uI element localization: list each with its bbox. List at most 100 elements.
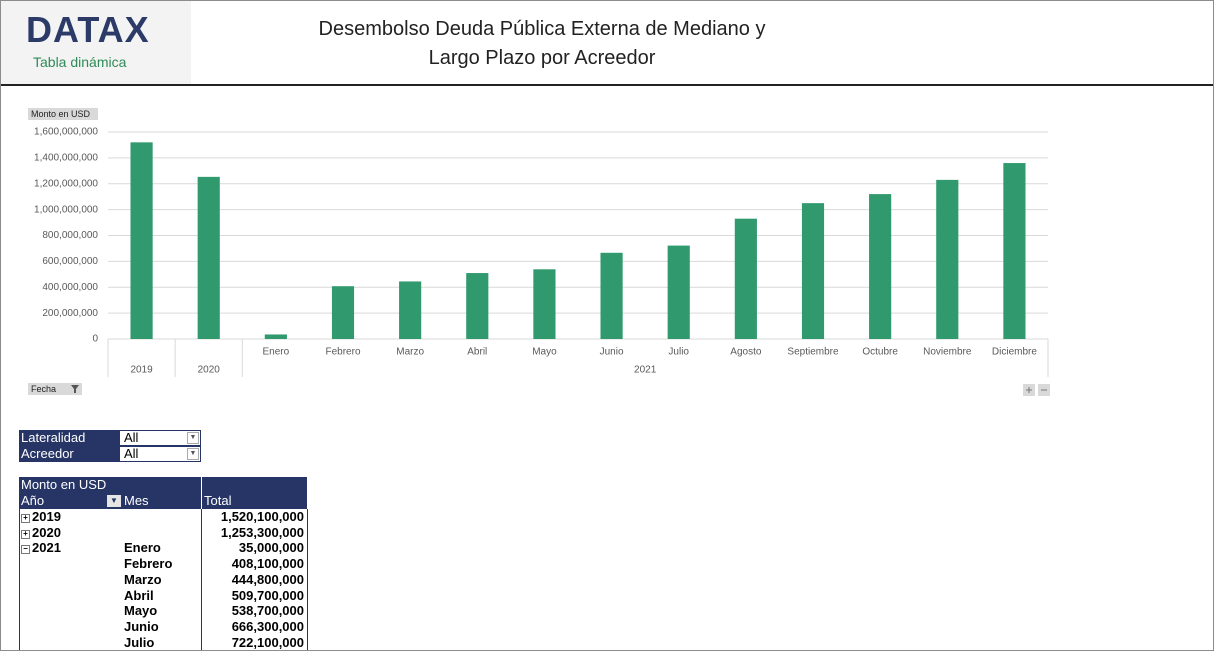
pivot-row: Febrero 408,100,000 xyxy=(19,556,307,572)
logo: DATAX xyxy=(26,9,150,50)
total-cell: 722,100,000 xyxy=(231,634,304,650)
x-tick-label: Septiembre xyxy=(787,347,839,358)
filter-label: Acreedor xyxy=(19,446,119,462)
bar xyxy=(667,245,690,339)
month-cell: Julio xyxy=(124,634,155,650)
bar xyxy=(264,334,287,339)
year: 2020 xyxy=(32,524,61,540)
filter-button[interactable]: ▼ xyxy=(107,495,121,507)
total-cell: 35,000,000 xyxy=(238,540,304,556)
year-cell: +2020 xyxy=(21,525,61,541)
month-cell: Junio xyxy=(124,618,159,634)
subtitle: Tabla dinámica xyxy=(33,54,127,70)
bar xyxy=(1003,163,1026,339)
filter-row: Lateralidad All ▼ xyxy=(19,430,201,446)
total-cell: 1,520,100,000 xyxy=(220,509,304,524)
pivot-header-text: Mes xyxy=(124,493,149,508)
filter-value[interactable]: All ▼ xyxy=(119,446,201,462)
pivot-row: +2020 1,253,300,000 xyxy=(19,525,307,541)
bar xyxy=(466,273,489,339)
bar xyxy=(399,281,422,339)
x-tick-label: Agosto xyxy=(730,347,762,358)
axis-field-button xyxy=(28,108,98,120)
x-group-label: 2021 xyxy=(634,365,657,376)
expand-icon[interactable]: + xyxy=(21,529,30,539)
bar xyxy=(533,269,556,339)
bar xyxy=(869,194,892,339)
x-group-label: 2020 xyxy=(198,365,221,376)
x-tick-label: Febrero xyxy=(325,347,360,358)
bar xyxy=(331,286,355,339)
bar xyxy=(130,142,153,339)
month-cell: Mayo xyxy=(124,603,158,619)
expand-icon[interactable]: + xyxy=(21,514,30,523)
y-tick-label: 1,000,000,000 xyxy=(34,204,98,215)
pivot-row: Abril 509,700,000 xyxy=(19,588,307,604)
x-tick-label: Enero xyxy=(263,347,290,358)
x-tick-label: Noviembre xyxy=(923,347,972,358)
pivot-row: +2019 1,520,100,000 xyxy=(19,509,307,525)
expand-icon[interactable]: − xyxy=(21,545,30,555)
total-cell: 1,253,300,000 xyxy=(220,524,304,540)
filter-value[interactable]: All ▼ xyxy=(119,430,201,446)
pivot-header xyxy=(201,477,307,493)
logo-box: DATAX Tabla dinámica xyxy=(1,1,191,84)
x-field-button-label: Fecha xyxy=(31,384,56,394)
month-cell: Abril xyxy=(124,587,154,603)
y-tick-label: 1,200,000,000 xyxy=(34,178,98,189)
chart: Monto en USD 0 200,000,000 400,000,000 600,0… xyxy=(28,108,1050,396)
y-tick-label: 1,600,000,000 xyxy=(34,127,98,138)
x-tick-label: Octubre xyxy=(862,347,898,358)
title: Desembolso Deuda Pública Externa de Medi… xyxy=(318,18,766,69)
pivot-border xyxy=(19,509,308,650)
year-cell: −2021 xyxy=(21,540,61,556)
month-cell: Enero xyxy=(124,540,161,556)
pivot-row: Julio 722,100,000 xyxy=(19,634,307,650)
pivot-row: Junio 666,300,000 xyxy=(19,619,307,635)
bar xyxy=(734,218,757,339)
bar xyxy=(600,252,623,339)
pivot-header: Total xyxy=(201,493,307,509)
pivot-divider xyxy=(201,509,202,650)
x-tick-label: Junio xyxy=(600,347,624,358)
bar xyxy=(936,179,959,339)
total-cell: 538,700,000 xyxy=(231,603,304,619)
header: DATAX Tabla dinámica Desembolso Deuda Pú… xyxy=(1,1,1213,86)
total-cell: 509,700,000 xyxy=(231,587,304,603)
x-tick-label: Marzo xyxy=(396,347,424,358)
filter-label: Lateralidad xyxy=(19,430,119,446)
y-tick-label: 600,000,000 xyxy=(42,256,98,267)
bar xyxy=(801,203,825,339)
month-cell: Marzo xyxy=(124,571,162,587)
filter-icon xyxy=(71,385,79,393)
pivot-row: Mayo 538,700,000 xyxy=(19,603,307,619)
pivot-row: −2021 Enero 35,000,000 xyxy=(19,540,307,556)
x-tick-label: Diciembre xyxy=(992,347,1037,358)
total-cell: 666,300,000 xyxy=(231,618,304,634)
x-tick-label: Abril xyxy=(467,347,487,358)
y-tick-label: 0 xyxy=(92,334,98,345)
plus-icon xyxy=(1026,387,1032,393)
y-axis-label: Monto en USD xyxy=(31,109,91,119)
x-group-label: 2019 xyxy=(130,365,153,376)
dropdown-button[interactable]: ▼ xyxy=(187,432,199,444)
year: 2019 xyxy=(32,509,61,524)
year: 2021 xyxy=(32,540,61,556)
y-tick-label: 200,000,000 xyxy=(42,308,98,319)
month-cell: Febrero xyxy=(124,556,173,572)
y-tick-label: 800,000,000 xyxy=(42,230,98,241)
x-tick-label: Mayo xyxy=(532,347,557,358)
filter-row: Acreedor All ▼ xyxy=(19,446,201,462)
total-cell: 408,100,000 xyxy=(231,556,304,572)
field-button xyxy=(28,383,82,395)
pivot-row: Marzo 444,800,000 xyxy=(19,572,307,588)
pivot-header: Monto en USD xyxy=(19,477,201,493)
y-tick-label: 400,000,000 xyxy=(42,282,98,293)
year-cell: +2019 xyxy=(21,509,61,525)
y-tick-label: 1,400,000,000 xyxy=(34,153,98,164)
bar xyxy=(197,176,220,339)
dropdown-button[interactable]: ▼ xyxy=(187,448,199,460)
total-cell: 444,800,000 xyxy=(231,571,304,587)
x-tick-label: Julio xyxy=(668,347,689,358)
